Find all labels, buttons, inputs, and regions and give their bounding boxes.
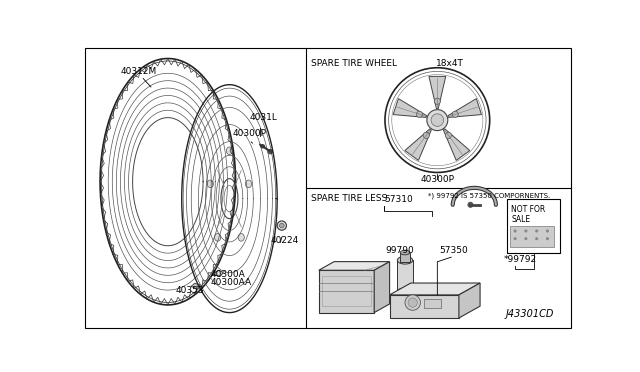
Polygon shape: [393, 99, 427, 118]
Bar: [401, 253, 410, 262]
Circle shape: [468, 202, 473, 207]
Polygon shape: [191, 283, 200, 289]
Ellipse shape: [214, 234, 221, 241]
Circle shape: [546, 237, 549, 240]
Text: SPARE TIRE LESS: SPARE TIRE LESS: [311, 194, 387, 203]
Ellipse shape: [401, 250, 410, 255]
Circle shape: [524, 237, 527, 240]
Text: 18x4T: 18x4T: [436, 58, 463, 67]
Circle shape: [268, 150, 273, 154]
Polygon shape: [319, 270, 374, 312]
Text: 40300A: 40300A: [211, 270, 246, 279]
Circle shape: [445, 132, 451, 138]
Polygon shape: [429, 76, 445, 109]
Circle shape: [513, 230, 516, 232]
Circle shape: [423, 132, 429, 138]
Text: J43301CD: J43301CD: [505, 309, 554, 319]
Circle shape: [417, 111, 422, 117]
Text: NOT FOR: NOT FOR: [511, 205, 545, 215]
Circle shape: [435, 98, 440, 104]
Text: 40300P: 40300P: [232, 128, 266, 138]
Ellipse shape: [397, 256, 413, 264]
Ellipse shape: [221, 179, 238, 219]
Ellipse shape: [245, 180, 252, 188]
Bar: [424, 299, 441, 308]
Text: 40353: 40353: [175, 286, 204, 295]
Circle shape: [277, 221, 287, 230]
Text: 57310: 57310: [384, 195, 413, 204]
Bar: [508, 199, 560, 253]
Polygon shape: [448, 99, 481, 118]
Bar: [322, 276, 371, 307]
Bar: [397, 260, 413, 291]
Circle shape: [405, 295, 420, 310]
Circle shape: [535, 237, 538, 240]
Text: 57350: 57350: [440, 246, 468, 254]
Polygon shape: [444, 129, 470, 160]
Polygon shape: [374, 262, 390, 312]
Ellipse shape: [260, 145, 264, 148]
Text: 40312M: 40312M: [120, 67, 156, 76]
Text: *99792: *99792: [504, 255, 537, 264]
Text: SPARE TIRE WHEEL: SPARE TIRE WHEEL: [311, 58, 397, 67]
Circle shape: [524, 230, 527, 232]
Text: 4031L: 4031L: [250, 113, 277, 122]
Circle shape: [535, 230, 538, 232]
Circle shape: [427, 110, 448, 131]
Bar: [511, 225, 554, 247]
Polygon shape: [212, 270, 223, 276]
Polygon shape: [319, 262, 390, 270]
Ellipse shape: [238, 234, 244, 241]
Text: 40300AA: 40300AA: [211, 278, 252, 287]
Circle shape: [385, 68, 490, 173]
Text: 40300P: 40300P: [420, 175, 454, 184]
Circle shape: [546, 230, 549, 232]
Ellipse shape: [227, 147, 232, 155]
Polygon shape: [390, 295, 459, 318]
Circle shape: [431, 114, 444, 126]
Circle shape: [513, 237, 516, 240]
Text: SALE: SALE: [511, 215, 531, 224]
Text: 99790: 99790: [386, 246, 415, 254]
Circle shape: [452, 111, 458, 117]
Ellipse shape: [397, 288, 413, 294]
Text: 40224: 40224: [271, 236, 300, 245]
Circle shape: [280, 223, 284, 228]
Polygon shape: [390, 283, 480, 295]
Ellipse shape: [207, 180, 214, 188]
Polygon shape: [405, 129, 431, 160]
Text: *) 99792 IS 57350 COMPORNENTS.: *) 99792 IS 57350 COMPORNENTS.: [428, 192, 550, 199]
Circle shape: [408, 298, 417, 307]
Polygon shape: [459, 283, 480, 318]
